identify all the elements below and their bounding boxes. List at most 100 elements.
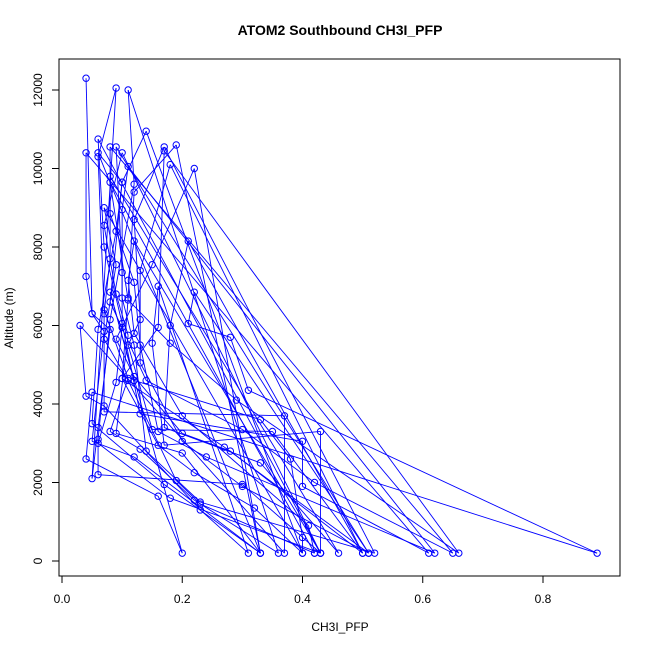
data-point <box>88 310 96 318</box>
series-layer <box>76 74 601 557</box>
series-line-segment <box>151 343 165 446</box>
series-line-segment <box>97 138 321 554</box>
data-point <box>136 266 144 275</box>
series-line-segment <box>91 423 165 485</box>
data-point <box>256 459 265 467</box>
y-tick-label: 12000 <box>31 73 45 107</box>
data-point <box>130 453 138 461</box>
series-line-segment <box>169 241 189 326</box>
series-line-segment <box>229 337 249 391</box>
y-tick-label: 6000 <box>31 312 45 339</box>
series-line-segment <box>151 286 159 344</box>
data-point <box>106 315 114 324</box>
data-point <box>112 260 120 269</box>
data-point <box>256 416 265 424</box>
data-point <box>190 164 198 173</box>
series-line-segment <box>85 458 159 497</box>
data-point <box>280 412 289 420</box>
series-line-segment <box>103 339 129 381</box>
series-line-segment <box>182 433 231 452</box>
series-line-segment <box>127 345 153 430</box>
series-line-segment <box>79 325 87 397</box>
data-point <box>310 549 319 557</box>
series-line-segment <box>181 440 243 487</box>
data-point <box>166 160 174 169</box>
data-point <box>160 441 168 449</box>
data-point <box>154 282 162 290</box>
data-point <box>124 86 132 94</box>
data-point <box>148 260 156 269</box>
data-point <box>118 323 126 332</box>
data-point <box>238 482 247 491</box>
series-line-segment <box>194 499 279 554</box>
data-point <box>112 84 120 92</box>
data-point <box>593 549 601 557</box>
data-point <box>124 162 132 171</box>
data-point <box>100 310 108 318</box>
series-line-segment <box>104 411 285 417</box>
data-point <box>94 470 102 479</box>
data-point <box>256 549 265 557</box>
series-line-segment <box>157 286 249 554</box>
data-point <box>124 341 132 349</box>
series-line-segment <box>127 299 171 344</box>
y-axis: 0 2000 4000 6000 8000 10000 12000 <box>31 73 60 564</box>
data-point <box>166 494 174 502</box>
series-line-segment <box>163 325 171 428</box>
data-point <box>136 410 144 418</box>
series-line-segment <box>290 458 303 538</box>
data-point <box>178 412 186 420</box>
series-line-segment <box>193 291 370 554</box>
data-point <box>196 498 204 506</box>
data-point <box>244 386 253 394</box>
data-point <box>136 315 144 324</box>
y-axis-label: Altitude (m) <box>2 287 16 348</box>
series-line-segment <box>140 413 303 442</box>
series-line-segment <box>133 146 165 220</box>
series-line-segment <box>109 176 339 554</box>
data-point <box>226 333 235 341</box>
data-point <box>94 325 102 334</box>
data-point <box>94 423 102 432</box>
x-axis: 0.0 0.2 0.4 0.6 0.8 <box>54 575 552 606</box>
data-point <box>106 255 114 263</box>
series-line-segment <box>91 88 117 479</box>
series-line-segment <box>157 496 183 554</box>
data-point <box>172 476 180 485</box>
series-line-segment <box>109 182 123 302</box>
series-line-segment <box>121 152 321 554</box>
data-point <box>124 376 132 385</box>
series-line-segment <box>145 380 243 430</box>
data-point <box>130 329 138 338</box>
data-point <box>100 335 108 343</box>
data-point <box>160 147 168 155</box>
data-point <box>142 127 150 135</box>
data-point <box>250 504 259 512</box>
series-line-segment <box>134 380 261 421</box>
data-point <box>94 439 102 447</box>
data-point <box>160 423 168 432</box>
series-line-segment <box>248 389 598 554</box>
series-line-segment <box>194 472 255 509</box>
data-point <box>298 549 307 557</box>
series-line-segment <box>115 327 123 383</box>
data-point <box>280 549 289 557</box>
data-point <box>316 427 325 436</box>
series-line-segment <box>133 282 141 346</box>
data-point <box>82 74 90 82</box>
data-point <box>106 298 114 306</box>
series-line-segment <box>121 378 225 448</box>
data-point <box>136 359 144 367</box>
data-point <box>130 188 138 196</box>
data-point <box>148 425 156 434</box>
data-point <box>286 455 295 463</box>
data-point <box>130 237 138 245</box>
series-line-segment <box>85 276 93 314</box>
data-point <box>118 206 126 214</box>
series-line-segment <box>242 484 321 554</box>
y-tick-label: 8000 <box>31 233 45 260</box>
series-line-segment <box>85 152 430 554</box>
data-point <box>100 221 108 230</box>
data-point <box>178 449 186 457</box>
